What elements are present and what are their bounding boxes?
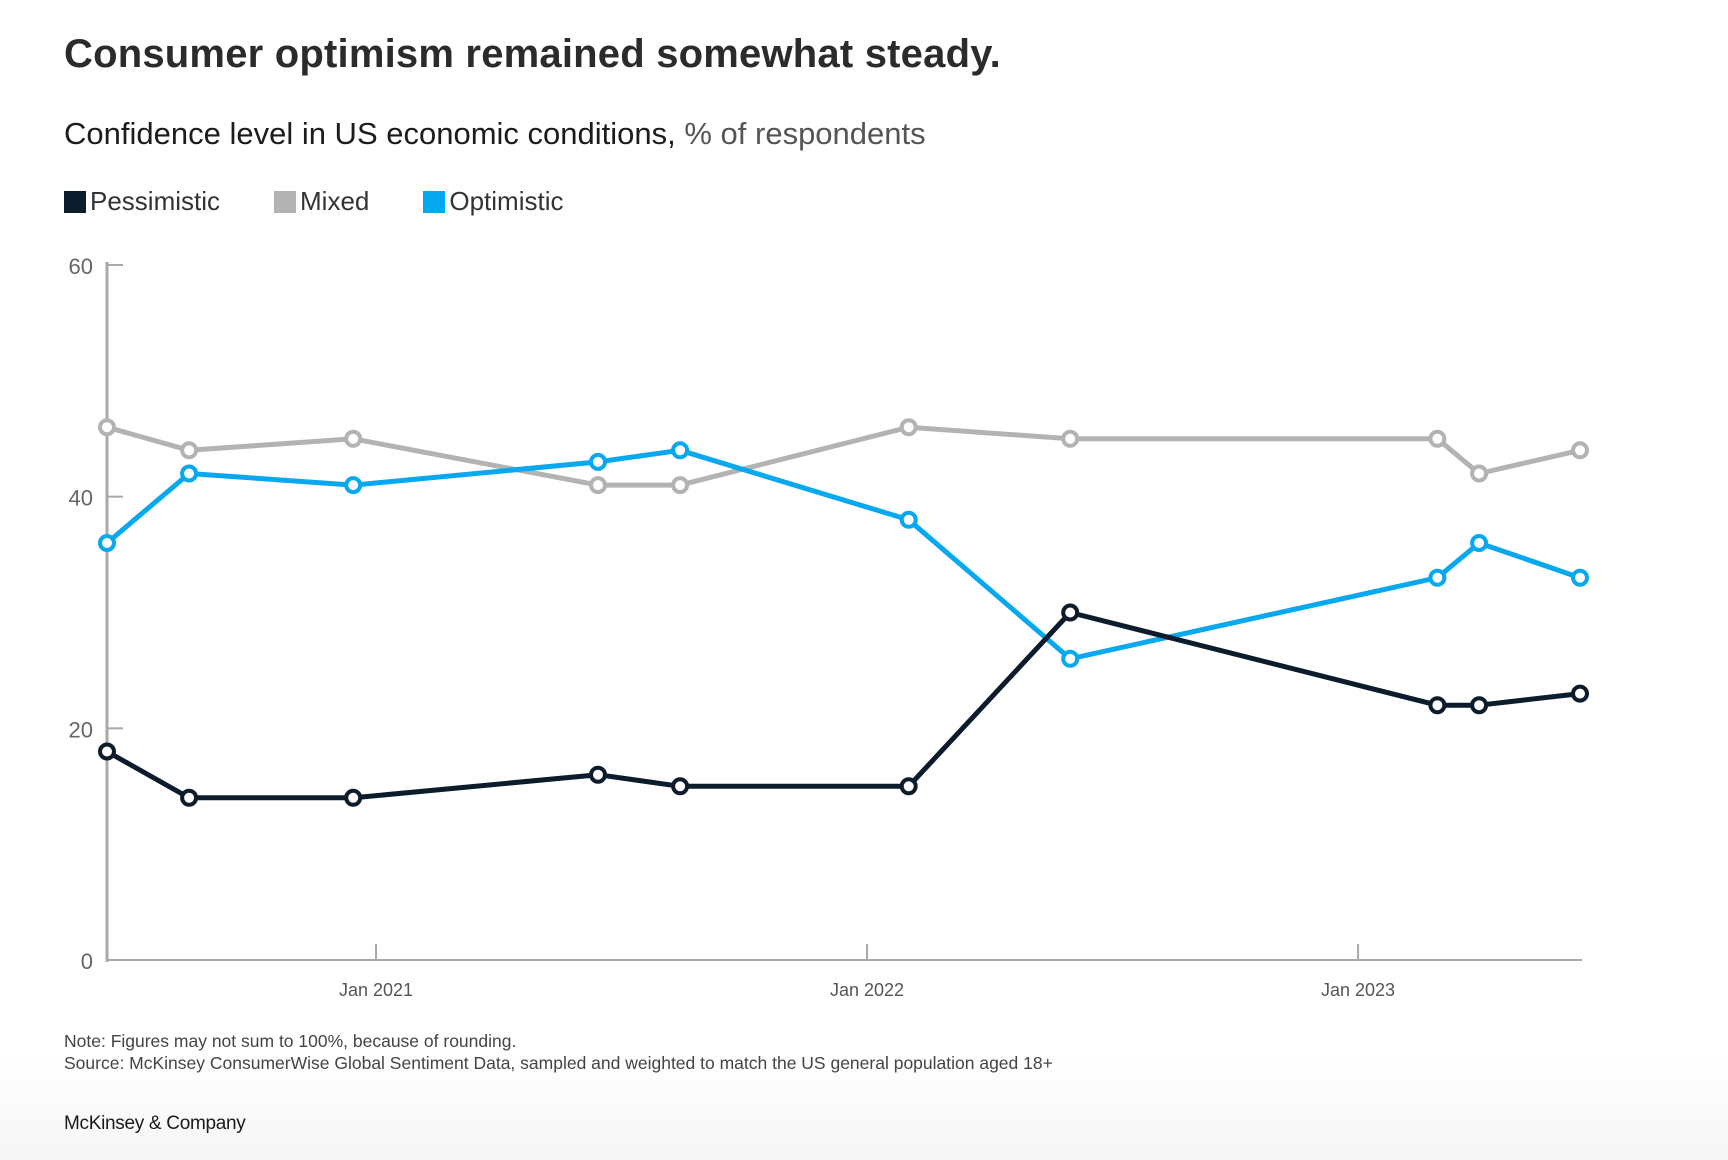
data-point-optimistic — [1061, 649, 1080, 668]
brand-logo-text: McKinsey & Company — [64, 1113, 246, 1134]
data-point-optimistic — [899, 510, 918, 529]
legend-item-optimistic: Optimistic — [423, 186, 564, 217]
data-point-mixed — [98, 418, 116, 437]
legend-item-pessimistic: Pessimistic — [64, 186, 220, 217]
x-tick-label: Jan 2023 — [1321, 980, 1395, 1000]
data-point-pessimistic — [344, 788, 363, 807]
data-point-optimistic — [589, 452, 607, 471]
y-tick-label: 0 — [81, 949, 93, 974]
source-text: Source: McKinsey ConsumerWise Global Sen… — [64, 1053, 1053, 1073]
data-point-mixed — [1571, 441, 1589, 460]
footnotes: Note: Figures may not sum to 100%, becau… — [64, 1030, 1053, 1074]
data-point-pessimistic — [1470, 696, 1489, 715]
data-point-mixed — [344, 429, 363, 448]
data-point-pessimistic — [98, 742, 116, 761]
data-point-optimistic — [344, 476, 363, 495]
data-point-mixed — [1428, 429, 1447, 448]
legend-label-mixed: Mixed — [300, 186, 370, 216]
data-point-pessimistic — [1428, 696, 1447, 715]
subtitle-unit: % of respondents — [684, 116, 926, 151]
series-line-pessimistic — [104, 610, 1583, 801]
line-chart: 0 20 40 60 Jan 2021 Jan 2022 Jan 2023 — [69, 254, 1589, 1000]
series-line-mixed — [104, 424, 1583, 488]
data-point-pessimistic — [180, 788, 199, 807]
legend-item-mixed: Mixed — [274, 186, 369, 217]
data-point-pessimistic — [671, 777, 690, 796]
legend-label-pessimistic: Pessimistic — [90, 186, 221, 216]
data-point-pessimistic — [1061, 603, 1080, 622]
subtitle-main: Confidence level in US economic conditio… — [64, 116, 676, 151]
legend-label-optimistic: Optimistic — [449, 186, 564, 216]
legend-swatch-optimistic — [423, 190, 446, 213]
data-point-mixed — [899, 418, 918, 437]
data-point-optimistic — [98, 534, 116, 552]
y-tick-label: 20 — [69, 717, 93, 742]
data-point-optimistic — [1428, 568, 1447, 587]
note-text: Note: Figures may not sum to 100%, becau… — [64, 1031, 517, 1051]
y-tick-label: 60 — [69, 254, 93, 279]
page-background-fade — [0, 1050, 1728, 1160]
data-point-mixed — [589, 476, 607, 495]
data-point-pessimistic — [1571, 684, 1589, 703]
data-point-mixed — [180, 441, 199, 460]
data-point-mixed — [671, 476, 690, 495]
y-tick-label: 40 — [69, 486, 93, 511]
x-tick-label: Jan 2021 — [339, 980, 413, 1000]
data-point-optimistic — [1470, 534, 1489, 552]
chart-title: Consumer optimism remained somewhat stea… — [64, 32, 1001, 76]
data-point-mixed — [1470, 464, 1489, 483]
legend-swatch-mixed — [274, 190, 297, 213]
legend-swatch-pessimistic — [64, 190, 86, 213]
data-point-optimistic — [180, 464, 199, 483]
legend: Pessimistic Mixed Optimistic — [64, 186, 618, 217]
x-tick-label: Jan 2022 — [830, 980, 904, 1000]
data-point-optimistic — [671, 441, 690, 460]
data-point-optimistic — [1571, 568, 1589, 587]
series-line-optimistic — [104, 447, 1583, 662]
data-point-mixed — [1061, 429, 1080, 448]
data-point-pessimistic — [589, 765, 607, 784]
data-point-pessimistic — [899, 777, 918, 796]
chart-subtitle: Confidence level in US economic conditio… — [64, 116, 926, 152]
